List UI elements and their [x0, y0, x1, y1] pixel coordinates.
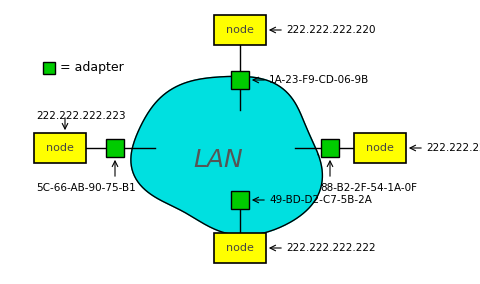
- Text: = adapter: = adapter: [60, 62, 124, 74]
- Text: 49-BD-D2-C7-5B-2A: 49-BD-D2-C7-5B-2A: [269, 195, 372, 205]
- Text: node: node: [366, 143, 394, 153]
- Bar: [231, 191, 249, 209]
- Bar: [231, 71, 249, 89]
- Polygon shape: [131, 76, 323, 235]
- Text: 88-B2-2F-54-1A-0F: 88-B2-2F-54-1A-0F: [320, 183, 417, 193]
- Text: node: node: [226, 243, 254, 253]
- Bar: [354, 133, 406, 163]
- Bar: [34, 133, 86, 163]
- Bar: [321, 139, 339, 157]
- Bar: [106, 139, 124, 157]
- Text: node: node: [226, 25, 254, 35]
- Text: 222.222.222.223: 222.222.222.223: [36, 111, 126, 121]
- Text: 222.222.222.220: 222.222.222.220: [286, 25, 375, 35]
- Text: 222.222.222.222: 222.222.222.222: [286, 243, 376, 253]
- Bar: [214, 233, 266, 263]
- Bar: [214, 15, 266, 45]
- Text: LAN: LAN: [193, 148, 243, 172]
- Text: 1A-23-F9-CD-06-9B: 1A-23-F9-CD-06-9B: [269, 75, 369, 85]
- Text: 222.222.222.221: 222.222.222.221: [426, 143, 480, 153]
- Text: node: node: [46, 143, 74, 153]
- Bar: [43, 62, 55, 74]
- Text: 5C-66-AB-90-75-B1: 5C-66-AB-90-75-B1: [36, 183, 136, 193]
